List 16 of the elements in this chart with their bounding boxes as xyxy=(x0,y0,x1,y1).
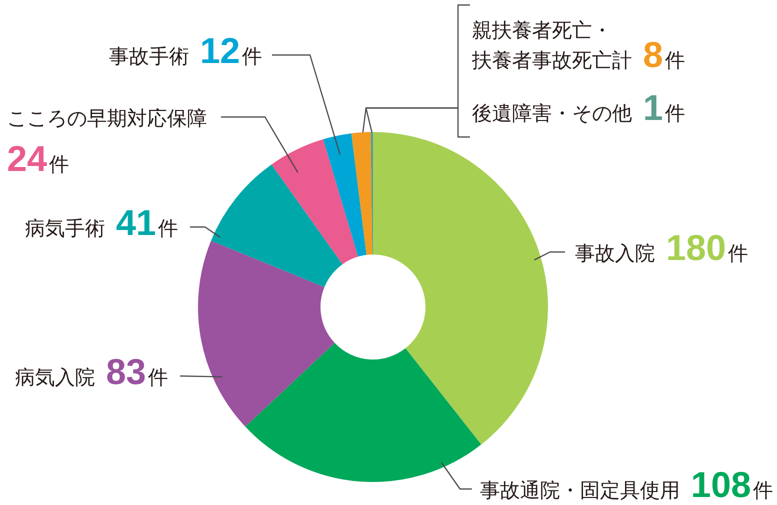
data-label: 83件 xyxy=(106,351,168,392)
slice-label: 病気手術 xyxy=(24,216,105,240)
slice-label: 病気入院 xyxy=(14,365,95,389)
slice-label: 後遺障害・その他 xyxy=(472,101,632,125)
data-label: 1件 xyxy=(643,87,686,128)
slice-label: こころの早期対応保障 xyxy=(7,106,207,130)
slice-label: 事故手術 xyxy=(108,44,189,68)
data-label: 180件 xyxy=(666,227,748,268)
data-label: 8件 xyxy=(643,34,686,75)
data-label: 12件 xyxy=(200,30,262,71)
data-label: 41件 xyxy=(116,202,178,243)
slice-label: 親扶養者死亡・扶養者事故死亡計 xyxy=(471,18,632,72)
data-label: 24件 xyxy=(7,138,70,179)
data-label: 108件 xyxy=(690,464,773,505)
slice-label: 事故通院・固定具使用 xyxy=(480,478,680,502)
slice-label: 事故入院 xyxy=(575,241,655,265)
